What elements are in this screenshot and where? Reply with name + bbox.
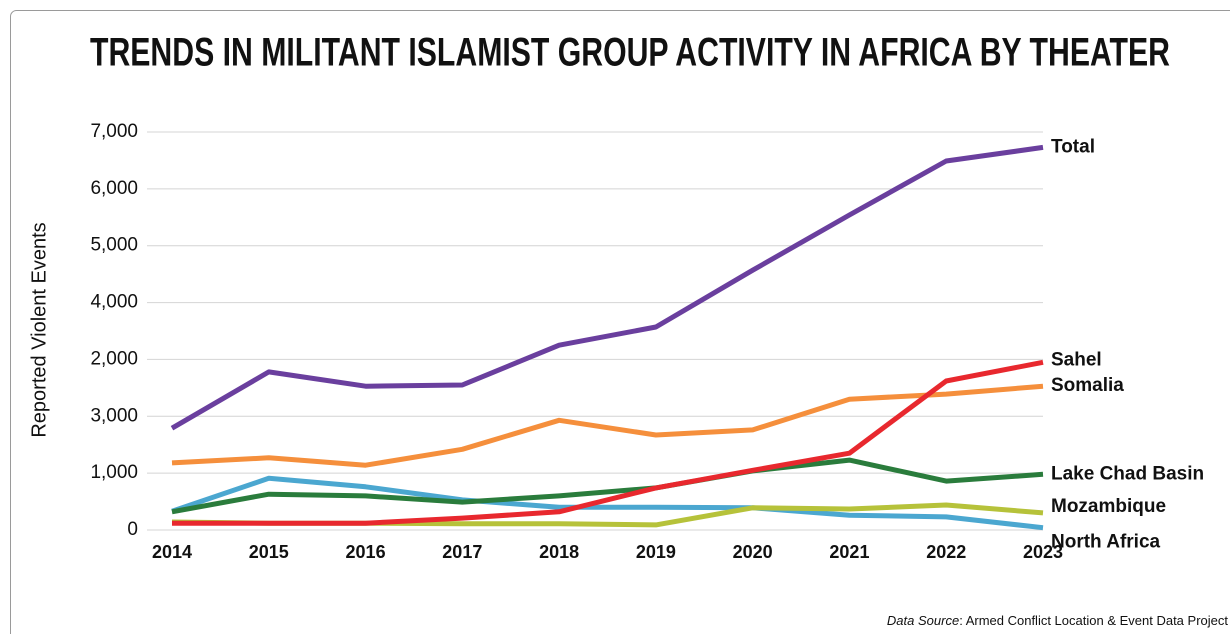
series-line <box>171 457 1044 515</box>
chart-title: TRENDS IN MILITANT ISLAMIST GROUP ACTIVI… <box>90 31 1170 75</box>
y-tick-label: 6,000 <box>90 178 138 199</box>
source-note: Data Source: Armed Conflict Location & E… <box>887 613 1228 628</box>
y-tick-label: 5,000 <box>90 235 138 256</box>
y-tick-label: 2,000 <box>90 348 138 369</box>
y-tick-label: 1,000 <box>90 462 138 483</box>
series-label: Lake Chad Basin <box>1051 463 1204 484</box>
series-line <box>171 475 1044 531</box>
series-label: Somalia <box>1051 375 1124 396</box>
series-label: Mozambique <box>1051 496 1166 517</box>
y-tick-label: 7,000 <box>90 121 138 142</box>
x-tick-label: 2021 <box>829 542 869 562</box>
series-label: Sahel <box>1051 349 1102 370</box>
y-tick-label: 0 <box>127 519 138 540</box>
y-tick-label: 4,000 <box>90 292 138 313</box>
x-tick-label: 2016 <box>346 542 386 562</box>
x-tick-label: 2014 <box>152 542 192 562</box>
x-tick-label: 2020 <box>733 542 773 562</box>
series-line <box>172 359 1044 526</box>
series-label: Total <box>1051 136 1095 157</box>
y-axis-label: Reported Violent Events <box>28 222 50 437</box>
x-tick-label: 2022 <box>926 542 966 562</box>
series-line <box>171 383 1044 468</box>
series-line <box>170 144 1044 431</box>
x-tick-label: 2018 <box>539 542 579 562</box>
series-label: North Africa <box>1051 532 1161 553</box>
frame <box>10 10 1230 634</box>
y-tick-label: 3,000 <box>90 405 138 426</box>
x-tick-label: 2023 <box>1023 542 1063 562</box>
x-tick-label: 2019 <box>636 542 676 562</box>
source-text: : Armed Conflict Location & Event Data P… <box>959 613 1228 628</box>
x-tick-label: 2015 <box>249 542 289 562</box>
x-tick-label: 2017 <box>442 542 482 562</box>
source-label: Data Source <box>887 613 959 628</box>
